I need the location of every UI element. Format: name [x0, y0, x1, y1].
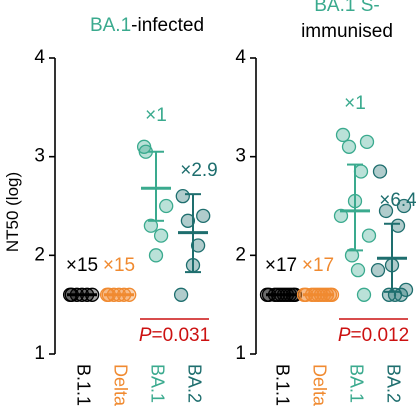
panel-title-line-1: immunised	[301, 21, 393, 42]
data-point	[390, 218, 406, 233]
data-point	[143, 218, 159, 233]
data-point	[148, 248, 164, 263]
y-tick-label: 4	[235, 47, 246, 68]
data-point	[353, 164, 369, 179]
pvalue-label: P=0.012	[338, 325, 409, 346]
data-point	[378, 203, 394, 219]
y-tick-label: 2	[34, 244, 45, 265]
category-label: BA.1	[346, 364, 366, 403]
fold-change-label: ×1	[344, 93, 366, 114]
y-tick-label: 3	[235, 146, 246, 167]
data-point	[361, 228, 377, 243]
data-point	[173, 287, 189, 302]
fold-change-label: ×15	[103, 255, 135, 276]
data-point	[396, 198, 412, 214]
pvalue-value: =0.031	[152, 325, 211, 346]
category-label: Delta	[110, 364, 130, 407]
data-point	[153, 228, 169, 243]
pvalue-prefix: P	[139, 325, 152, 346]
fold-change-label: ×6.4	[379, 190, 416, 211]
category-label: BA.1	[147, 364, 167, 403]
panel-title: BA.1-infected	[90, 15, 204, 36]
data-point	[333, 208, 349, 224]
category-label: BA.2	[184, 364, 204, 403]
data-point	[356, 287, 372, 302]
data-point	[159, 198, 174, 214]
panel-title-part-0: BA.1	[90, 15, 131, 36]
pvalue-value: =0.012	[351, 325, 410, 346]
panel-title-part-1: -infected	[131, 15, 204, 36]
data-point	[196, 208, 211, 224]
category-label: B.1.1	[272, 364, 292, 406]
data-point	[190, 238, 206, 253]
panel-title-line-0: BA.1 S-	[314, 0, 379, 16]
pvalue-prefix: P	[338, 325, 351, 346]
data-point	[136, 139, 152, 154]
fold-change-label: ×17	[265, 255, 297, 276]
data-point	[335, 127, 351, 143]
data-point	[393, 287, 409, 302]
y-tick-label: 3	[34, 146, 45, 167]
fold-change-label: ×17	[302, 255, 334, 276]
category-label: Delta	[309, 364, 329, 407]
pvalue-label: P=0.031	[139, 325, 210, 346]
y-tick-label: 2	[235, 244, 246, 265]
fold-change-label: ×1	[145, 105, 167, 126]
y-axis-label: NT50 (log)	[3, 172, 22, 252]
data-point	[344, 248, 360, 263]
y-tick-label: 4	[34, 47, 45, 68]
y-tick-label: 1	[34, 343, 45, 364]
data-point	[372, 164, 388, 179]
data-point	[359, 134, 375, 150]
fold-change-label: ×15	[66, 255, 98, 276]
data-point	[341, 139, 357, 154]
data-point	[175, 188, 190, 204]
data-point	[350, 262, 366, 278]
category-label: BA.2	[383, 364, 403, 403]
category-label: B.1.1	[73, 364, 93, 406]
y-tick-label: 1	[235, 343, 246, 364]
data-point	[180, 213, 196, 228]
data-point	[370, 262, 386, 278]
fold-change-label: ×2.9	[180, 160, 218, 181]
